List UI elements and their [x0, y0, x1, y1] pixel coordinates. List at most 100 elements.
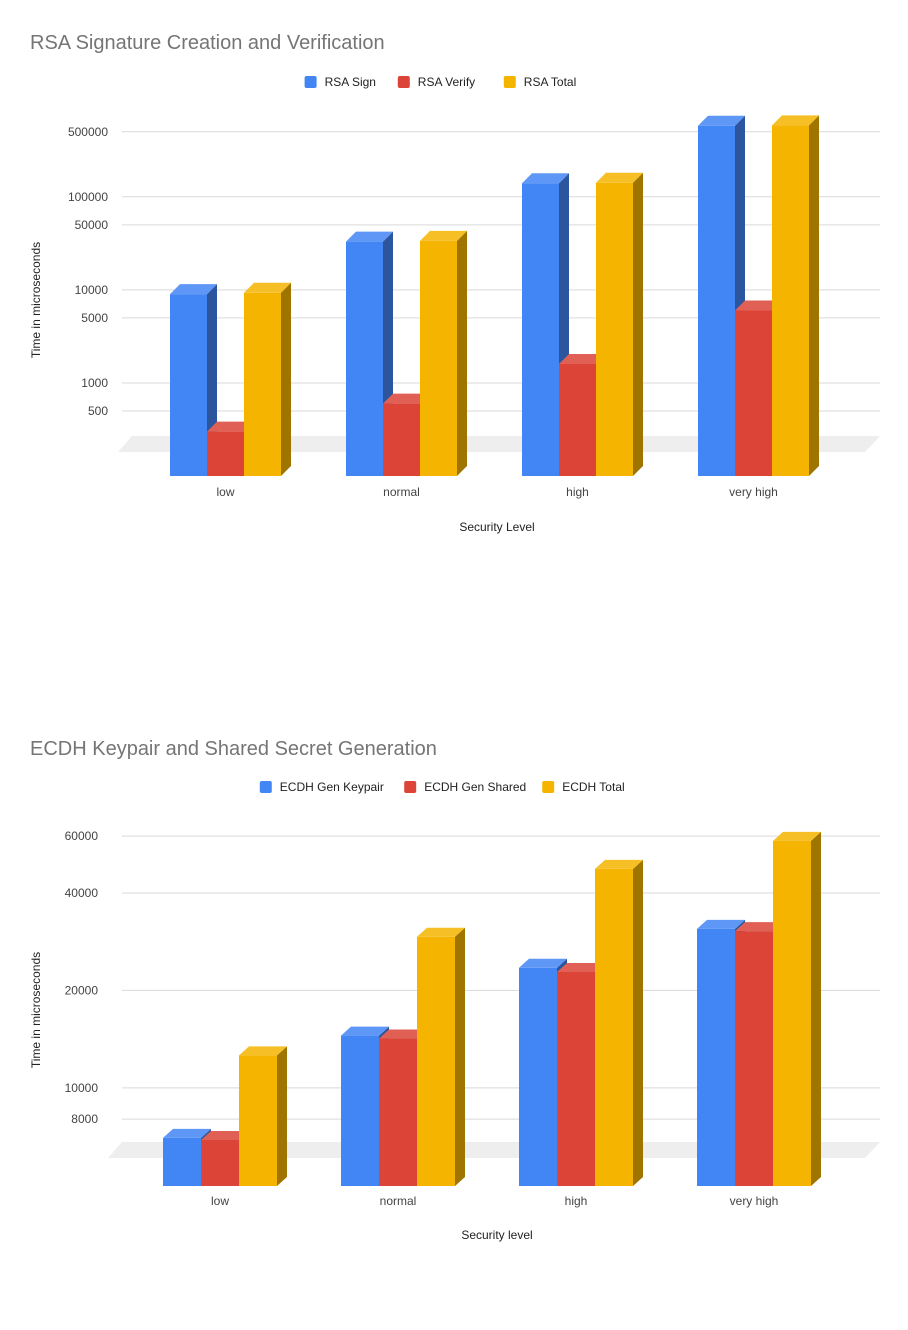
- y-tick-label: 1000: [81, 376, 108, 390]
- x-tick-label: low: [211, 1194, 229, 1208]
- y-tick-label: 500000: [68, 125, 108, 139]
- bar-front: [207, 431, 244, 476]
- y-tick-label: 10000: [75, 283, 109, 297]
- bar-side: [809, 115, 819, 476]
- bar-side: [633, 172, 643, 476]
- bar-side: [457, 230, 467, 476]
- bar-top: [201, 1130, 249, 1140]
- legend-swatch: [259, 781, 272, 793]
- legend: RSA Sign RSA Verify RSA Total: [304, 75, 576, 89]
- bar: [596, 172, 643, 476]
- bar: [595, 859, 643, 1186]
- bar-front: [595, 868, 633, 1186]
- legend-swatch: [304, 76, 317, 88]
- y-tick-label: 40000: [65, 886, 99, 900]
- bar: [420, 230, 467, 476]
- x-tick-label: low: [216, 485, 234, 499]
- bar-top: [379, 1029, 427, 1039]
- rsa-chart-svg: RSA Signature Creation and Verification R…: [29, 32, 880, 534]
- plot-floor: [118, 436, 880, 452]
- bar-side: [277, 1046, 287, 1186]
- bar-top: [522, 173, 569, 184]
- bar-top: [557, 963, 605, 973]
- bar-top: [773, 831, 821, 841]
- y-tick-label: 100000: [68, 190, 108, 204]
- bar-side: [281, 282, 291, 476]
- bar: [773, 831, 821, 1186]
- x-tick-label: very high: [730, 1194, 779, 1208]
- y-tick-label: 10000: [65, 1081, 99, 1095]
- bar-top: [346, 231, 393, 242]
- bar-top: [341, 1026, 389, 1036]
- bar-front: [341, 1035, 379, 1186]
- bar-front: [379, 1038, 417, 1186]
- bar-front: [170, 294, 207, 476]
- y-tick-label: 5000: [81, 311, 108, 325]
- legend-item: ECDH Gen Shared: [404, 780, 526, 794]
- bar-front: [519, 967, 557, 1186]
- bar-front: [557, 972, 595, 1186]
- bar-top: [163, 1128, 211, 1138]
- bar-front: [244, 292, 281, 476]
- y-tick-label: 20000: [65, 983, 99, 997]
- x-tick-label: high: [565, 1194, 588, 1208]
- bar-top: [383, 393, 430, 404]
- bar-top: [735, 922, 783, 932]
- x-tick-label: very high: [729, 485, 778, 499]
- bar-side: [633, 859, 643, 1186]
- bar-front: [559, 363, 596, 476]
- bar: [417, 927, 465, 1186]
- bar-top: [596, 172, 643, 183]
- ecdh-chart: ECDH Keypair and Shared Secret Generatio…: [0, 710, 908, 1330]
- bar-top: [559, 353, 606, 364]
- bar-top: [417, 927, 465, 937]
- bar-front: [697, 928, 735, 1186]
- chart-title: ECDH Keypair and Shared Secret Generatio…: [30, 738, 437, 760]
- y-tick-label: 60000: [65, 829, 99, 843]
- legend-swatch: [503, 76, 516, 88]
- bar-front: [735, 310, 772, 476]
- x-tick-label: high: [566, 485, 589, 499]
- x-axis-label: Security level: [461, 1228, 532, 1242]
- bar-front: [417, 936, 455, 1186]
- legend-label: ECDH Gen Keypair: [280, 780, 384, 794]
- bar: [346, 231, 393, 476]
- bar-front: [201, 1139, 239, 1186]
- bar: [244, 282, 291, 476]
- legend-item: RSA Verify: [397, 75, 475, 89]
- y-tick-label: 8000: [71, 1112, 98, 1126]
- bar-front: [772, 125, 809, 476]
- plot-floor: [108, 1142, 880, 1158]
- ecdh-chart-svg: ECDH Keypair and Shared Secret Generatio…: [29, 738, 880, 1242]
- bar-top: [420, 230, 467, 241]
- x-tick-label: normal: [380, 1194, 417, 1208]
- bar-top: [772, 115, 819, 126]
- bar-front: [346, 241, 383, 476]
- bar: [522, 173, 569, 477]
- legend-swatch: [404, 781, 417, 793]
- bar-top: [519, 958, 567, 968]
- x-axis-label: Security Level: [459, 520, 534, 534]
- y-tick-label: 500: [88, 404, 108, 418]
- legend-swatch: [397, 76, 410, 88]
- legend-label: RSA Sign: [325, 75, 376, 89]
- bar-front: [596, 182, 633, 476]
- bar-front: [773, 840, 811, 1186]
- legend-item: RSA Total: [503, 75, 576, 89]
- y-tick-label: 50000: [75, 218, 109, 232]
- bar: [239, 1046, 287, 1186]
- legend-label: ECDH Total: [562, 780, 624, 794]
- bar-front: [698, 125, 735, 476]
- bar-front: [735, 931, 773, 1186]
- bar-side: [455, 927, 465, 1186]
- rsa-chart: RSA Signature Creation and Verification R…: [0, 0, 908, 620]
- bar-top: [244, 282, 291, 293]
- legend-item: ECDH Total: [542, 780, 625, 794]
- bar-front: [239, 1055, 277, 1186]
- bar-top: [698, 115, 745, 126]
- bar: [772, 115, 819, 476]
- legend-item: ECDH Gen Keypair: [259, 780, 384, 794]
- legend-swatch: [542, 781, 555, 793]
- bar-top: [595, 859, 643, 869]
- bar-side: [811, 831, 821, 1186]
